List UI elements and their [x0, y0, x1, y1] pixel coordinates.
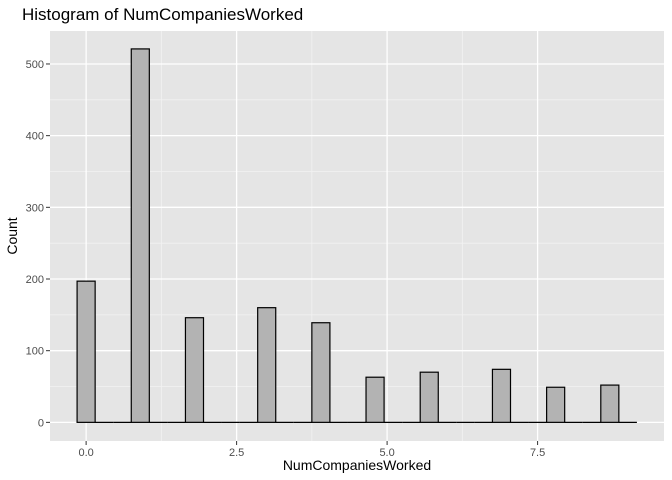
x-axis-title: NumCompaniesWorked: [283, 457, 431, 473]
histogram-bar: [546, 386, 566, 423]
histogram-bar: [76, 280, 96, 423]
y-tick-label: 500: [26, 59, 44, 71]
x-ticks: 0.0 2.5 5.0 7.5: [78, 441, 545, 459]
chart-title: Histogram of NumCompaniesWorked: [22, 5, 303, 24]
y-tick-label: 100: [26, 346, 44, 358]
histogram-bar: [130, 48, 150, 423]
y-ticks: 0 100 200 300 400 500: [26, 59, 50, 429]
y-tick-label: 0: [38, 417, 44, 429]
histogram-bar: [419, 371, 439, 423]
y-axis-title: Count: [4, 217, 20, 254]
major-grid: [50, 31, 664, 441]
histogram-bar: [491, 368, 512, 423]
y-tick-label: 300: [26, 202, 44, 214]
histogram-bar: [184, 317, 205, 423]
x-tick-label: 5.0: [379, 447, 394, 459]
y-tick-label: 200: [26, 274, 44, 286]
plot-panel: [50, 31, 664, 441]
minor-grid: [50, 31, 664, 441]
bars-group: [76, 48, 637, 423]
y-tick-label: 400: [26, 131, 44, 143]
x-tick-label: 2.5: [229, 447, 244, 459]
histogram-bar: [311, 322, 331, 423]
histogram-bar: [257, 307, 277, 423]
x-tick-label: 7.5: [530, 447, 545, 459]
x-tick-label: 0.0: [78, 447, 93, 459]
histogram-bar: [600, 384, 620, 423]
histogram-bar: [365, 376, 385, 423]
